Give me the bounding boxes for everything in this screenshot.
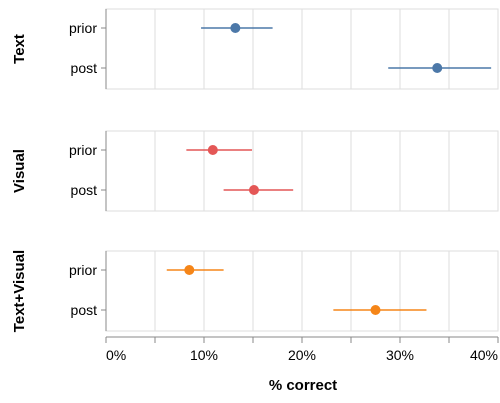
x-tick-label: 30%: [386, 347, 414, 363]
mean-point: [432, 63, 443, 73]
facet-label: Text: [11, 34, 28, 64]
x-tick-label: 0%: [106, 347, 126, 363]
y-tick-label: prior: [69, 142, 97, 158]
y-tick-label: post: [71, 302, 98, 318]
mean-point: [207, 145, 218, 155]
x-tick-label: 40%: [470, 347, 498, 363]
mean-point: [184, 265, 195, 275]
facet-panel: Visual prior post: [11, 130, 499, 212]
mean-point: [248, 185, 259, 195]
x-tick-label: 10%: [190, 347, 218, 363]
y-tick-label: post: [71, 182, 98, 198]
facet-label: Visual: [11, 149, 28, 193]
facet-panel: Text+Visual prior post: [11, 250, 499, 332]
mean-point: [370, 305, 381, 315]
y-tick-label: prior: [69, 262, 97, 278]
x-axis-title: % correct: [269, 377, 337, 394]
mean-point: [230, 23, 241, 33]
x-tick-label: 20%: [288, 347, 316, 363]
x-axis: 0% 10% 20% 30% 40%: [105, 336, 499, 363]
facet-label: Text+Visual: [11, 250, 28, 332]
y-tick-label: prior: [69, 20, 97, 36]
facet-panels: Text prior post Visual prior post Text+Visual p…: [11, 8, 499, 332]
facet-panel: Text prior post: [11, 8, 499, 90]
y-tick-label: post: [71, 60, 98, 76]
